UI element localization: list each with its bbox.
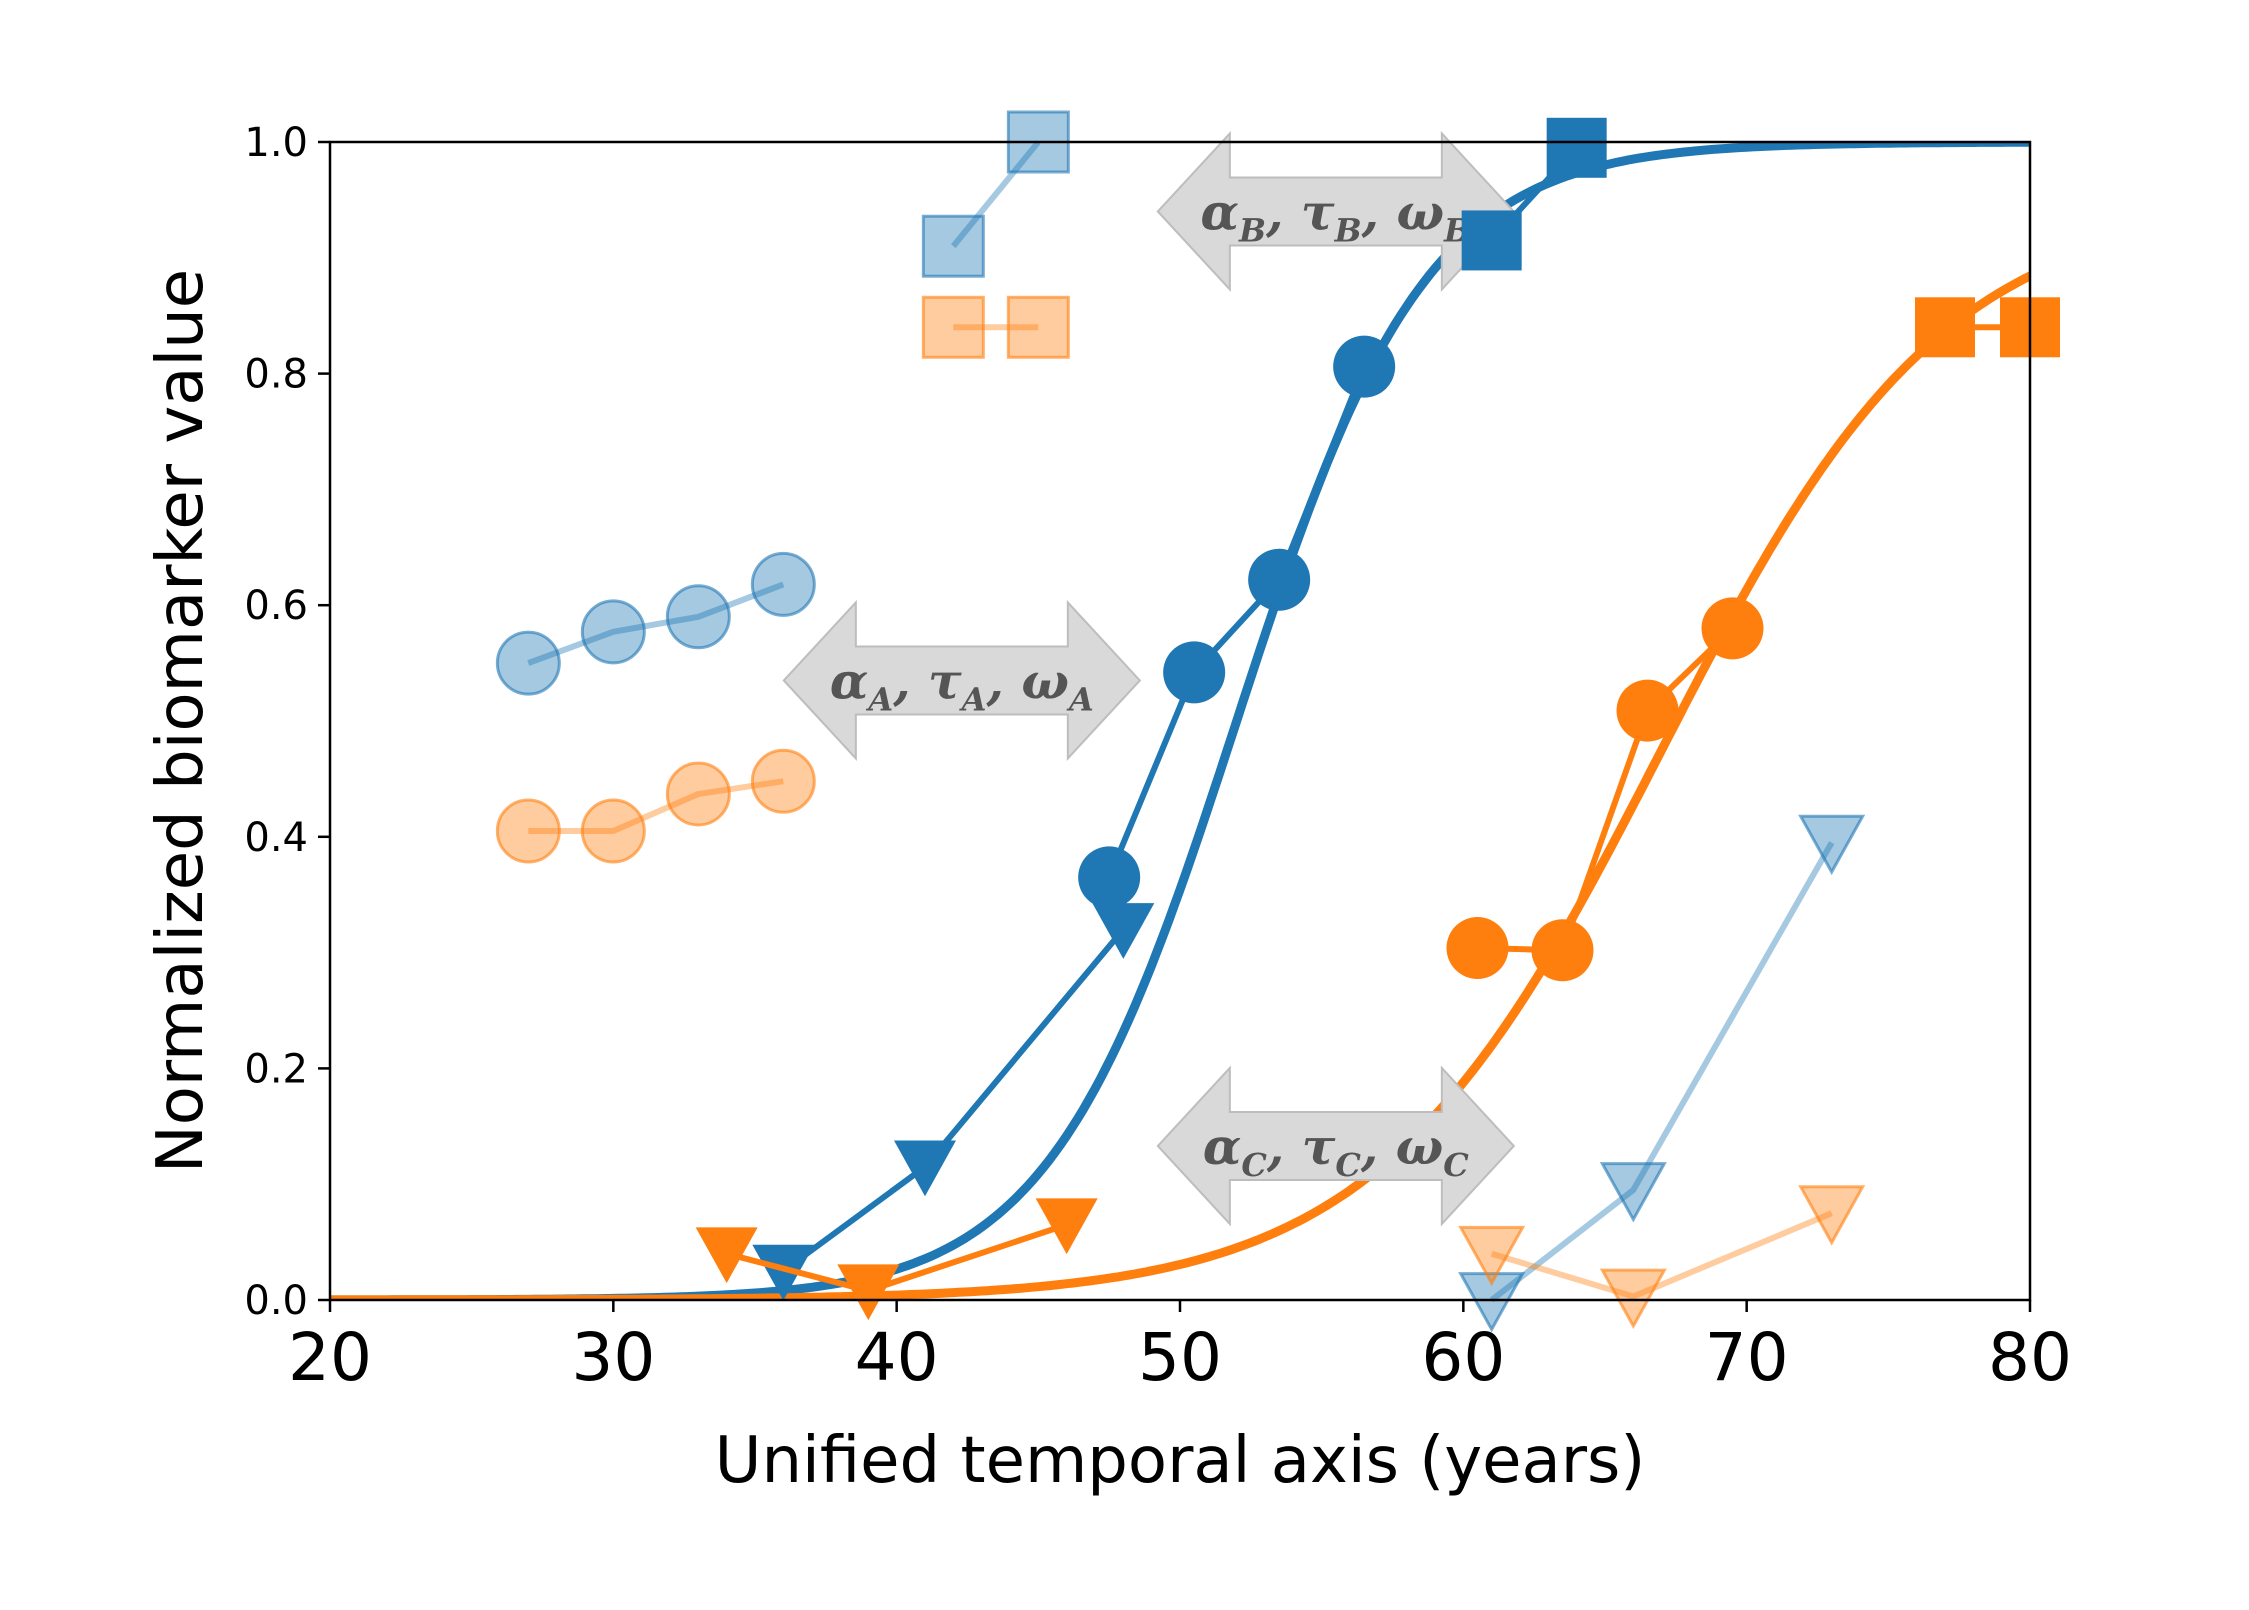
- data-point-triangle: [1798, 814, 1866, 876]
- data-point-circle: [495, 798, 561, 864]
- x-tick-label: 30: [571, 1319, 655, 1396]
- data-point-square: [1546, 117, 1607, 178]
- data-point-circle: [750, 748, 816, 814]
- data-point-square: [1006, 295, 1070, 359]
- data-point-square: [1915, 297, 1975, 358]
- blue-circle-series: [1078, 335, 1396, 909]
- faded-orange-triangle-series: [1458, 1185, 1866, 1330]
- data-point-circle: [665, 584, 731, 650]
- data-point-triangle: [1092, 903, 1155, 959]
- data-point-circle: [665, 761, 731, 827]
- faded-blue-circle-series: [495, 551, 816, 696]
- blue-square-series: [1461, 117, 1607, 271]
- series-line: [1477, 626, 1735, 954]
- data-point-square: [921, 295, 985, 359]
- data-point-triangle: [752, 1244, 815, 1301]
- parameter-arrows: αA, τA, ωA αB, τB, ωB αC, τC, ωC: [782, 130, 1516, 1227]
- y-tick-label: 0.6: [244, 583, 308, 629]
- data-point-triangle: [695, 1227, 758, 1284]
- double-arrow-A: [782, 599, 1142, 762]
- data-point-triangle: [894, 1140, 956, 1197]
- double-arrow-C: [1156, 1065, 1516, 1227]
- faded-orange-circle-series: [495, 748, 816, 864]
- data-point-square: [1461, 210, 1522, 271]
- y-tick-label: 0.8: [244, 352, 308, 398]
- orange-circle-series: [1446, 597, 1764, 982]
- x-axis-label: Unified temporal axis (years): [715, 1424, 1646, 1498]
- orange-triangle-series: [695, 1198, 1098, 1321]
- arrow-label-B: αB, τB, ωB: [1201, 182, 1472, 249]
- faded-blue-square-series: [921, 110, 1070, 278]
- series-line: [528, 778, 784, 834]
- data-point-triangle: [837, 1264, 900, 1321]
- data-point-triangle: [1599, 1162, 1667, 1223]
- series-line: [1106, 365, 1367, 879]
- data-point-circle: [1333, 335, 1396, 398]
- data-point-circle: [1078, 846, 1141, 909]
- data-point-circle: [1531, 919, 1594, 982]
- series-line: [1490, 1210, 1833, 1300]
- blue-triangle-series: [752, 903, 1155, 1301]
- data-point-circle: [1248, 548, 1311, 611]
- axes: 20 30 40 50 60 70 80 0.0 0.2 0.4 0.6 0.8 1.0: [244, 120, 2072, 1396]
- faded-blue-triangle-series: [1458, 814, 1866, 1333]
- faded-orange-square-series: [921, 295, 1070, 359]
- x-tick-label: 50: [1138, 1319, 1222, 1396]
- data-point-circle: [580, 599, 646, 665]
- data-point-triangle: [1599, 1268, 1667, 1330]
- data-point-triangle: [1458, 1225, 1526, 1287]
- data-point-circle: [1163, 641, 1226, 704]
- data-point-circle: [1616, 679, 1679, 742]
- x-tick-label: 80: [1988, 1319, 2072, 1396]
- y-tick-label: 0.4: [244, 815, 308, 861]
- data-point-triangle: [1458, 1272, 1526, 1333]
- arrow-label-C: αC, τC, ωC: [1203, 1117, 1469, 1184]
- series-line: [1489, 841, 1835, 1303]
- y-tick-label: 0.2: [244, 1046, 308, 1092]
- y-tick-label: 0.0: [244, 1278, 308, 1324]
- data-point-square: [921, 214, 985, 278]
- series-line: [950, 140, 1041, 249]
- arrow-label-A: αA, τA, ωA: [830, 651, 1094, 718]
- data-point-circle: [1701, 597, 1764, 660]
- x-tick-label: 70: [1705, 1319, 1789, 1396]
- y-axis-label: Normalized biomarker value: [144, 269, 218, 1173]
- data-point-circle: [1446, 916, 1509, 979]
- data-point-circle: [580, 798, 646, 864]
- x-tick-label: 20: [288, 1319, 372, 1396]
- data-point-triangle: [1798, 1185, 1866, 1246]
- y-tick-label: 1.0: [244, 120, 308, 166]
- x-tick-label: 40: [855, 1319, 939, 1396]
- series-line: [527, 581, 785, 666]
- data-point-triangle: [1035, 1198, 1098, 1255]
- data-point-circle: [750, 551, 816, 617]
- data-point-circle: [495, 630, 561, 696]
- x-tick-label: 60: [1421, 1319, 1505, 1396]
- data-series: [495, 110, 2060, 1333]
